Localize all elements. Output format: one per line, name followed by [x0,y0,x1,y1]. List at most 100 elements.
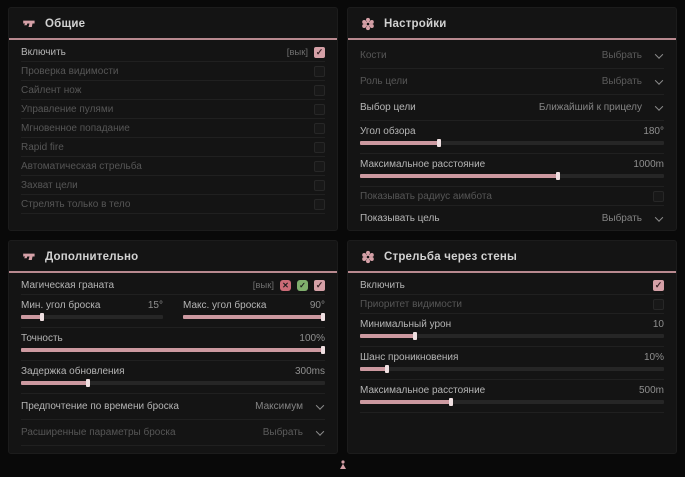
checkbox[interactable] [314,84,325,96]
dropdown-value[interactable]: Выбрать [601,76,642,87]
toggle-label: Показывать радиус аимбота [360,190,492,202]
keybind-tag: [вык] [252,279,274,291]
chevron-down-icon[interactable] [315,426,325,436]
checkbox[interactable] [314,160,325,172]
slider-value: 15° [147,300,163,311]
toggle-row[interactable]: Управление пулями [21,100,325,119]
figure-marker-icon [338,457,348,475]
slider-thumb[interactable] [412,332,417,340]
checkbox[interactable]: ✓ [314,279,325,291]
checkbox[interactable]: ✓ [653,279,664,291]
slider-thumb[interactable] [449,398,454,406]
slider-track[interactable] [360,332,664,340]
toggle-row[interactable]: Стрелять только в тело [21,195,325,214]
toggle-controls [653,190,664,202]
toggle-row[interactable]: Мгновенное попадание [21,119,325,138]
toggle-row[interactable]: Сайлент нож [21,81,325,100]
checkbox[interactable] [653,298,664,310]
dropdown-row[interactable]: Предпочтение по времени броска Максимум [21,394,325,420]
slider-row: Максимальное расстояние 1000m [360,154,664,187]
checkbox[interactable] [314,65,325,77]
toggle-controls: [вык] ✓ [287,46,325,58]
toggle-controls [314,141,325,153]
chevron-down-icon[interactable] [654,101,664,111]
chevron-down-icon[interactable] [315,400,325,410]
dropdown-label: Расширенные параметры броска [21,427,176,438]
toggle-label: Мгновенное попадание [21,122,130,134]
checkbox[interactable] [314,179,325,191]
slider-track[interactable] [21,346,325,354]
slider-thumb[interactable] [321,346,325,354]
dropdown-row[interactable]: Роль цели Выбрать [360,69,664,95]
slider-header: Шанс проникновения 10% [360,352,664,363]
slider-track[interactable] [21,313,163,321]
slider-track[interactable] [360,365,664,373]
dropdown-value[interactable]: Ближайший к прицелу [538,102,642,113]
chevron-down-icon[interactable] [654,212,664,222]
toggle-row[interactable]: Захват цели [21,176,325,195]
dropdown-row[interactable]: Расширенные параметры броска Выбрать [21,420,325,446]
checkbox[interactable] [314,122,325,134]
toggle-row[interactable]: Проверка видимости [21,62,325,81]
toggle-row[interactable]: Включить ✓ [360,276,664,295]
dropdown-control[interactable]: Выбрать [601,75,664,87]
dropdown-row[interactable]: Выбор цели Ближайший к прицелу [360,95,664,121]
chevron-down-icon[interactable] [654,75,664,85]
check-icon: ✓ [315,279,324,290]
toggle-row[interactable]: Приоритет видимости [360,295,664,314]
slider-label: Макс. угол броска [183,300,267,311]
slider-pair-row: Мин. угол броска 15° Макс. угол броска 90° [21,295,325,328]
toggle-label: Магическая граната [21,279,115,291]
slider-track[interactable] [21,379,325,387]
chevron-down-icon[interactable] [654,49,664,59]
toggle-row[interactable]: Rapid fire [21,138,325,157]
slider-fill [21,381,88,385]
slider-track[interactable] [360,139,664,147]
slider-fill [21,315,43,319]
toggle-row[interactable]: Включить [вык] ✓ [21,43,325,62]
dropdown-value[interactable]: Выбрать [262,427,303,438]
dropdown-label: Показывать цель [360,213,440,224]
slider-thumb[interactable] [321,313,325,321]
header-underline [348,38,676,40]
checkbox[interactable] [314,198,325,210]
toggle-row[interactable]: Магическая граната [вык] ✕ ✓ ✓ [21,276,325,295]
slider-thumb[interactable] [555,172,560,180]
flower-x-icon[interactable]: ✕ [280,279,291,291]
flower-icon [361,250,375,264]
dropdown-control[interactable]: Выбрать [601,49,664,61]
dropdown-value[interactable]: Выбрать [601,50,642,61]
toggle-controls: ✓ [653,279,664,291]
panel-wallshoot: Стрельба через стены Включить ✓ Приоритет в… [347,240,677,454]
dropdown-row[interactable]: Кости Выбрать [360,43,664,69]
slider-track[interactable] [183,313,325,321]
dropdown-control[interactable]: Максимум [255,400,325,412]
toggle-row[interactable]: Показывать радиус аимбота [360,187,664,206]
slider-thumb[interactable] [385,365,390,373]
slider-track[interactable] [360,172,664,180]
header-underline [9,271,337,273]
checkbox[interactable] [314,141,325,153]
toggle-controls [314,65,325,77]
dropdown-value[interactable]: Выбрать [601,213,642,224]
toggle-row[interactable]: Автоматическая стрельба [21,157,325,176]
checkbox[interactable]: ✓ [314,46,325,58]
slider-row: Максимальное расстояние 500m [360,380,664,413]
slider-thumb[interactable] [85,379,90,387]
dropdown-control[interactable]: Выбрать [601,212,664,224]
slider-fill [360,400,452,404]
dropdown-row[interactable]: Показывать цель Выбрать [360,206,664,230]
slider-fill [360,367,388,371]
dropdown-control[interactable]: Выбрать [262,426,325,438]
slider-thumb[interactable] [40,313,45,321]
panel-title: Общие [45,18,86,30]
slider-label: Точность [21,333,63,344]
slider-track[interactable] [360,398,664,406]
flower-check-icon[interactable]: ✓ [297,279,308,291]
dropdown-value[interactable]: Максимум [255,401,303,412]
checkbox[interactable] [653,190,664,202]
checkbox[interactable] [314,103,325,115]
toggle-controls [314,103,325,115]
slider-thumb[interactable] [437,139,442,147]
dropdown-control[interactable]: Ближайший к прицелу [538,101,664,113]
